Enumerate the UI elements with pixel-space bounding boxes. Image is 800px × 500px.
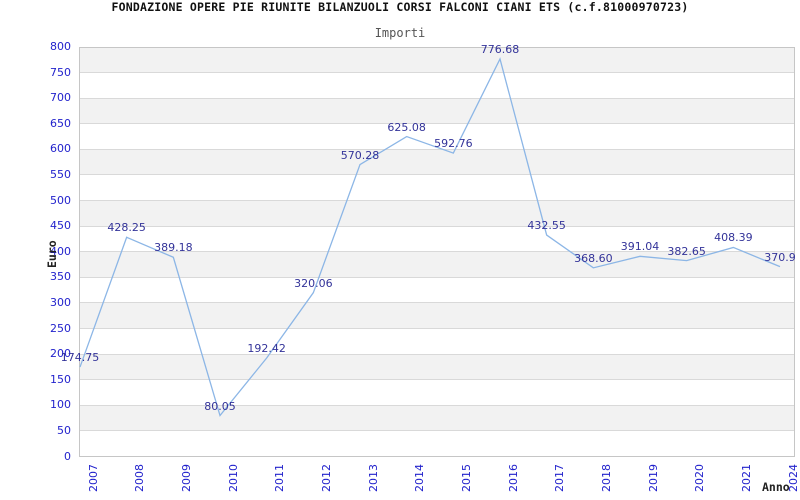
x-tick-label: 2019	[646, 464, 660, 492]
y-tick-label: 200	[50, 347, 71, 361]
data-point-label: 382.65	[667, 244, 706, 258]
y-axis-title: Euro	[45, 240, 59, 268]
data-point-label: 776.68	[480, 42, 520, 56]
x-tick-label: 2013	[366, 464, 380, 492]
data-point-label: 570.28	[340, 148, 380, 162]
y-tick-label: 100	[50, 398, 71, 412]
y-tick-label: 400	[50, 244, 71, 258]
x-tick-label: 2008	[133, 464, 147, 492]
x-tick-label: 2018	[599, 464, 613, 492]
x-tick-label: 2014	[413, 464, 427, 492]
data-point-label: 370.9	[764, 250, 796, 264]
data-point-label: 389.18	[154, 241, 193, 255]
x-tick-label: 2010	[226, 464, 240, 492]
chart-subtitle: Importi	[374, 26, 426, 40]
x-tick-label: 2007	[86, 464, 100, 492]
x-tick-label: 2012	[319, 464, 333, 492]
x-tick-label: 2017	[553, 464, 567, 492]
x-tick-label: 2011	[273, 464, 287, 492]
data-point-label: 408.39	[714, 231, 753, 245]
y-tick-label: 800	[50, 40, 71, 53]
y-tick-label: 500	[50, 193, 71, 207]
chart-title: FONDAZIONE OPERE PIE RIUNITE BILANZUOLI …	[111, 0, 689, 14]
y-tick-label: 550	[50, 167, 71, 181]
y-tick-label: 600	[50, 142, 71, 156]
data-point-label: 320.06	[294, 276, 333, 290]
x-axis-title: Anno	[762, 480, 790, 494]
y-tick-label: 250	[50, 321, 71, 335]
y-tick-label: 700	[50, 91, 71, 105]
data-point-label: 80.05	[204, 399, 236, 413]
y-tick-label: 350	[50, 270, 71, 284]
data-point-label: 192.42	[247, 342, 286, 355]
x-tick-label: 2016	[506, 464, 520, 492]
y-tick-label: 300	[50, 295, 71, 309]
data-point-label: 174.75	[60, 351, 100, 365]
y-tick-label: 750	[50, 65, 71, 79]
y-tick-label: 50	[57, 423, 71, 437]
data-point-label: 432.55	[527, 219, 566, 233]
gridline	[79, 430, 795, 432]
data-point-label: 592.76	[434, 137, 473, 151]
y-tick-label: 450	[50, 219, 71, 233]
x-tick-label: 2021	[739, 464, 753, 492]
x-tick-label: 2009	[179, 464, 193, 492]
x-tick-label: 2020	[693, 464, 707, 492]
data-point-label: 428.25	[107, 221, 146, 235]
data-point-label: 368.60	[574, 251, 613, 265]
y-tick-label: 150	[50, 372, 71, 386]
data-point-label: 391.04	[620, 240, 660, 254]
y-tick-label: 0	[64, 449, 71, 463]
x-tick-label: 2015	[459, 464, 473, 492]
y-tick-label: 650	[50, 116, 71, 130]
data-point-label: 625.08	[387, 120, 426, 134]
